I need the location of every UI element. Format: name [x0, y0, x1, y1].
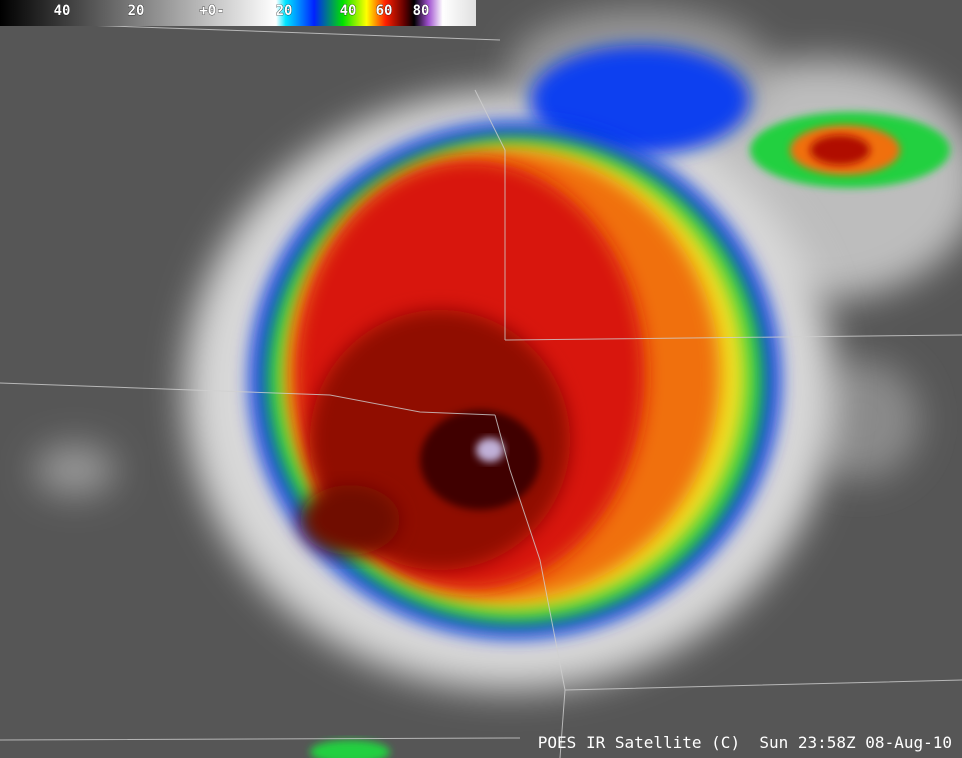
caption: POES IR Satellite (C) Sun 23:58Z 08-Aug-…	[538, 733, 952, 752]
colorbar-label: 40	[54, 3, 71, 19]
boundaries	[0, 21, 962, 758]
storm	[185, 45, 950, 758]
colorbar	[0, 0, 476, 26]
colorbar-labels: 40 20 +0- 20 40 60 80	[53, 3, 430, 20]
colorbar-label: +0-	[199, 3, 224, 19]
colorbar-label: 20	[276, 3, 293, 19]
colorbar-label: 20	[128, 3, 145, 19]
colorbar-label: 80	[413, 3, 430, 19]
colorbar-label: 40	[340, 3, 357, 19]
colorbar-label: 60	[376, 3, 393, 19]
